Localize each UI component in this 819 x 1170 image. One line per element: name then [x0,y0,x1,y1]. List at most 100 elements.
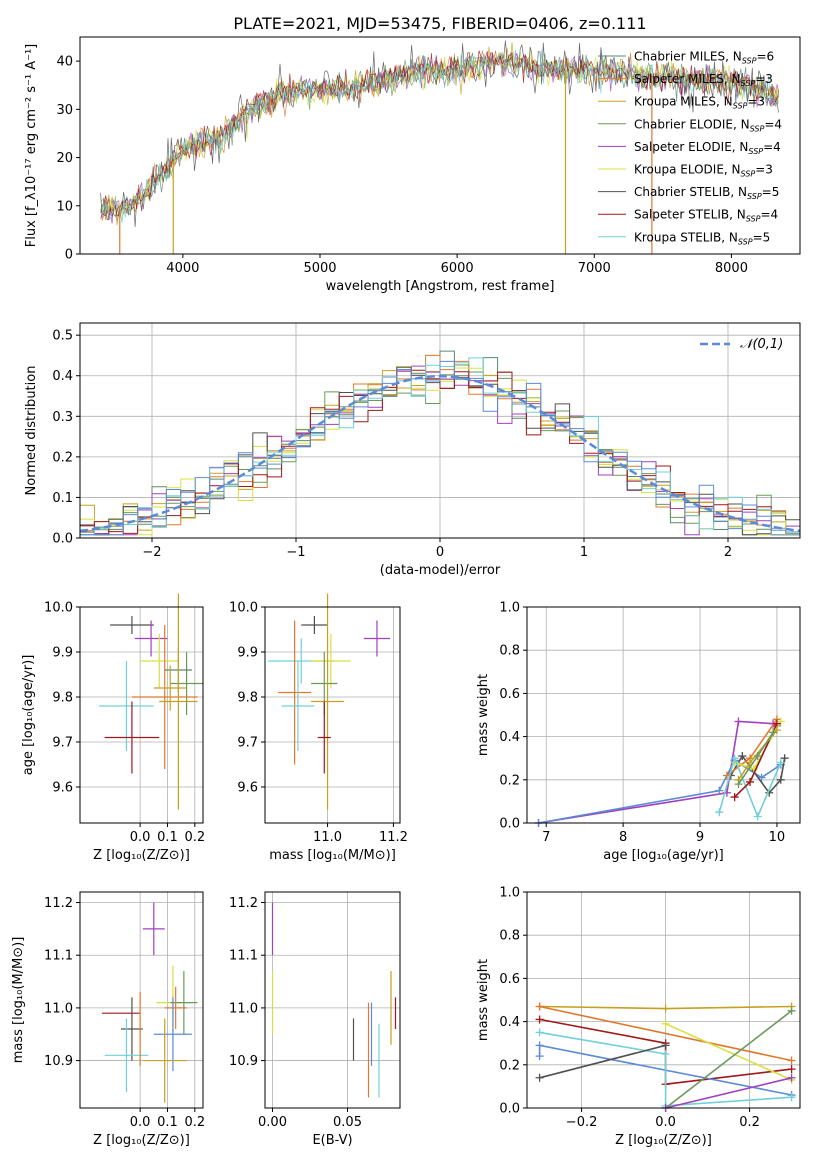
weight-line [718,755,782,819]
x-tick-label: −2 [142,545,161,560]
y-tick-label: 0.3 [52,410,73,425]
y-axis-label: mass [log₁₀(M/M⊙)] [11,937,26,1064]
y-tick-label: 0.2 [499,773,520,788]
y-tick-label: 11.0 [229,1001,258,1016]
weight-marker [787,1065,796,1074]
y-axis-label: mass weight [476,674,491,756]
weight-marker [535,1041,544,1050]
weight-marker [776,758,785,767]
weight-marker [730,793,739,802]
spectrum-line [100,49,779,224]
x-axis-label: Z [log₁₀(Z/Z⊙)] [615,1133,712,1148]
x-tick-label: 0 [436,545,444,560]
x-tick-label: 0.0 [130,830,151,845]
y-tick-label: 9.8 [237,691,258,706]
axes-frame [526,891,801,1109]
y-tick-label: 9.8 [52,691,73,706]
weight-marker [734,717,743,726]
x-tick-label: 7 [542,830,550,845]
weight-marker [730,754,739,763]
chart-0 [76,60,732,258]
weight-line [665,1077,792,1109]
weight-line [665,1010,793,1109]
weight-marker [776,775,785,784]
x-tick-label: 0.2 [184,830,205,845]
weight-marker [787,1006,796,1015]
legend-entry: Kroupa ELODIE, NSSP=3 [634,163,773,179]
histogram-step [80,360,800,536]
y-tick-label: 1.0 [499,886,520,901]
figure-title: PLATE=2021, MJD=53475, FIBERID=0406, z=0… [233,14,646,33]
y-axis-label: mass weight [476,959,491,1041]
x-tick-label: 4000 [166,261,199,276]
y-tick-label: 0.4 [499,1015,520,1030]
x-axis-label: age [log₁₀(age/yr)] [603,848,724,863]
y-tick-label: 0.0 [499,817,520,832]
y-tick-label: 10.9 [229,1054,258,1069]
x-tick-label: 10 [769,830,786,845]
weight-marker [661,1041,670,1050]
x-tick-label: 1 [580,545,588,560]
x-tick-label: 8000 [715,261,748,276]
x-tick-label: 0.2 [739,1115,760,1130]
y-tick-label: 0.5 [52,329,73,344]
x-tick-label: 0.0 [130,1115,151,1130]
y-axis-label: Normed distribution [24,366,39,496]
legend-entry: Kroupa STELIB, NSSP=5 [634,230,770,246]
x-tick-label: 0.1 [157,1115,178,1130]
x-tick-label: 11.2 [379,830,408,845]
y-tick-label: 0.4 [52,369,73,384]
weight-marker [661,1050,670,1058]
y-tick-label: 0.6 [499,972,520,987]
x-tick-label: 5000 [303,261,336,276]
y-tick-label: 11.0 [44,1001,73,1016]
weight-marker [787,1073,796,1082]
y-tick-label: 10 [56,199,73,214]
y-tick-label: 11.1 [44,949,73,964]
chart-7 [523,891,800,1112]
x-tick-label: 7000 [578,261,611,276]
y-tick-label: 0.0 [52,532,73,547]
weight-marker [535,1002,544,1011]
axes-frame [79,322,801,539]
weight-marker [535,1073,544,1082]
y-tick-label: 9.9 [52,646,73,661]
y-tick-label: 10.0 [44,601,73,616]
legend-entry: Chabrier ELODIE, NSSP=4 [634,117,782,133]
x-axis-label: wavelength [Angstrom, rest frame] [326,279,555,294]
legend-entry: 𝒩(0,1) [740,337,783,352]
weight-marker [535,1028,544,1037]
axes-frame [526,606,801,824]
spectrum-line [100,50,779,221]
y-tick-label: 10.0 [229,601,258,616]
x-axis-label: (data-model)/error [380,563,501,578]
y-tick-label: 0 [65,248,73,263]
x-axis-label: Z [log₁₀(Z/Z⊙)] [93,1133,190,1148]
y-tick-label: 9.6 [52,781,73,796]
x-tick-label: 0.2 [184,1115,205,1130]
x-tick-label: 9 [696,830,704,845]
y-tick-label: 30 [56,103,73,118]
weight-line [539,1044,666,1079]
axes-frame [79,891,204,1109]
weight-marker [753,752,762,761]
axes-frame [79,36,801,255]
weight-line [539,1005,792,1062]
weight-marker [787,1093,796,1102]
weight-marker [780,754,789,763]
x-tick-label: −1 [286,545,305,560]
y-tick-label: 40 [56,55,73,70]
y-tick-label: 11.2 [44,896,73,911]
y-tick-label: 0.0 [499,1102,520,1117]
y-axis-label: age [log₁₀(age/yr)] [21,655,36,776]
legend-entry: Chabrier MILES, NSSP=6 [634,50,774,66]
y-axis-label: Flux [f_λ10⁻¹⁷ erg cm⁻² s⁻¹ A⁻¹] [24,44,39,248]
chart-4 [523,606,800,827]
weight-marker [746,777,755,786]
x-tick-label: 2 [724,545,732,560]
y-tick-label: 0.6 [499,687,520,702]
y-tick-label: 0.2 [52,450,73,465]
legend-entry: Salpeter MILES, NSSP=3 [634,72,773,88]
weight-line [539,1031,792,1107]
legend-entry: Chabrier STELIB, NSSP=5 [634,185,779,201]
